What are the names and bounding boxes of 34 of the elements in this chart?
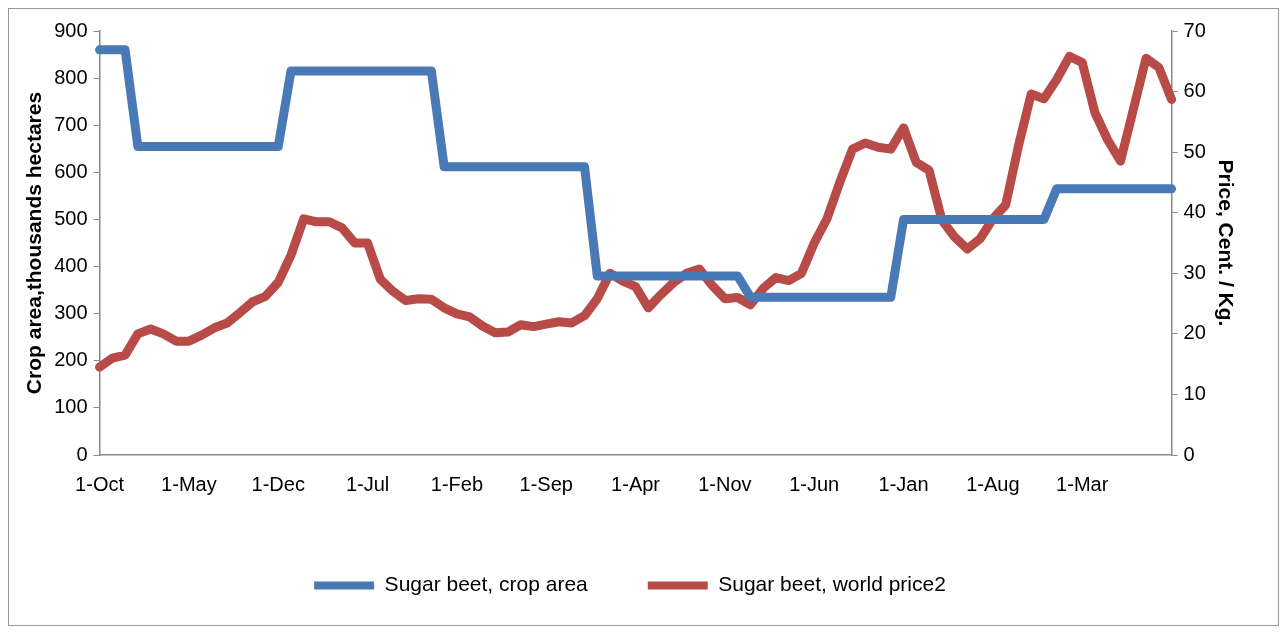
x-tick-label: 1-Jul — [345, 472, 390, 495]
x-tick-label: 1-Nov — [698, 472, 752, 495]
y2-tick-label: 30 — [1183, 260, 1206, 283]
x-tick-label: 1-Mar — [1056, 472, 1109, 495]
x-tick-label: 1-Sep — [519, 472, 573, 495]
y2-tick-label: 40 — [1183, 200, 1206, 223]
y2-tick-label: 70 — [1183, 18, 1206, 41]
y2-axis-title: Price, Cent. / Kg. — [1214, 159, 1238, 327]
y-tick-label: 100 — [54, 395, 88, 418]
y2-tick-label: 60 — [1183, 79, 1206, 102]
y2-tick-label: 50 — [1183, 139, 1206, 162]
y2-tick-label: 10 — [1183, 381, 1206, 404]
x-tick-label: 1-Jun — [789, 472, 840, 495]
y2-tick-label: 0 — [1183, 442, 1195, 465]
x-tick-label: 1-Jan — [878, 472, 929, 495]
y-tick-label: 900 — [54, 18, 88, 41]
y-axis-title: Crop area,thousands hectares — [22, 91, 46, 395]
y-tick-label: 600 — [54, 159, 88, 182]
x-tick-label: 1-Apr — [611, 472, 661, 495]
legend-label: Sugar beet, crop area — [384, 572, 589, 596]
x-tick-label: 1-May — [161, 472, 217, 495]
x-tick-label: 1-Feb — [430, 472, 484, 495]
y-tick-label: 700 — [54, 112, 88, 135]
y-tick-label: 800 — [54, 65, 88, 88]
legend-label: Sugar beet, world price2 — [718, 572, 946, 596]
y-tick-label: 0 — [76, 442, 88, 465]
x-tick-label: 1-Oct — [75, 472, 125, 495]
y-tick-label: 400 — [54, 254, 88, 277]
y-tick-label: 200 — [54, 348, 88, 371]
x-tick-label: 1-Aug — [966, 472, 1020, 495]
y2-tick-label: 20 — [1183, 321, 1206, 344]
y-tick-label: 300 — [54, 301, 88, 324]
y-tick-label: 500 — [54, 206, 88, 229]
x-tick-label: 1-Dec — [251, 472, 305, 495]
